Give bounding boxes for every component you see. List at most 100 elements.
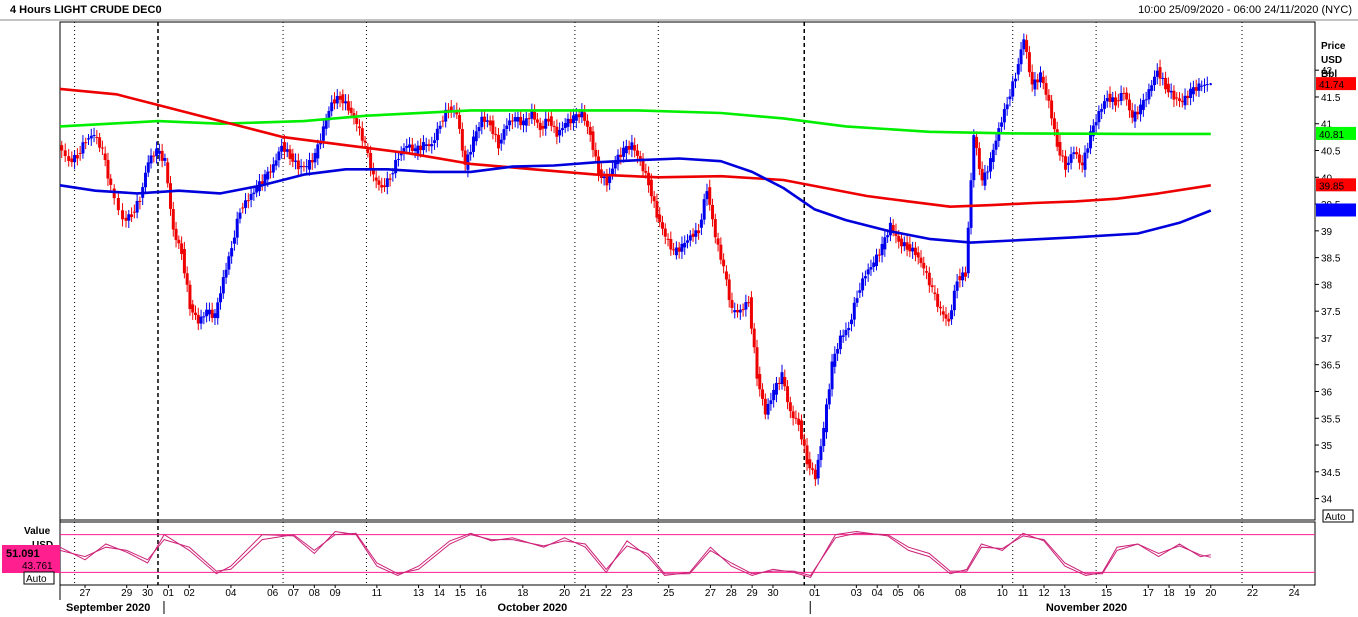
candle-body: [827, 389, 831, 405]
candle-body: [905, 242, 909, 250]
candle: [972, 129, 976, 188]
candle-body: [677, 247, 681, 252]
candle: [221, 270, 225, 299]
candle-body: [324, 120, 328, 129]
candle-body: [605, 176, 609, 186]
candle-body: [522, 120, 526, 126]
candle: [109, 174, 113, 191]
candle: [547, 112, 551, 126]
candle-body: [955, 281, 959, 291]
candle-body: [160, 150, 164, 161]
candle-body: [855, 298, 859, 303]
candle: [205, 302, 209, 323]
price-axis[interactable]: 3434.53535.53636.53737.53838.53939.54040…: [1315, 41, 1356, 523]
candle-body: [610, 168, 614, 176]
candle-body: [552, 125, 556, 127]
candle: [1058, 134, 1062, 161]
candle-body: [210, 309, 214, 318]
candle: [1022, 33, 1026, 56]
price-badge: [1316, 126, 1356, 140]
auto-scale-button: [1322, 509, 1354, 523]
candle: [106, 152, 110, 187]
candle-body: [808, 459, 812, 469]
candle: [861, 272, 865, 297]
candle-body: [282, 142, 286, 152]
candle: [649, 173, 653, 204]
candle-body: [349, 107, 353, 113]
price-badge: [1316, 203, 1356, 217]
candle-body: [207, 309, 211, 315]
candle: [516, 111, 520, 129]
candle: [171, 201, 175, 237]
time-axis[interactable]: 27 29 30 01 02 04 06 07 08 09 11 13 14 15 16 18 20 21 22 23…: [60, 584, 1315, 614]
candle: [316, 139, 320, 166]
candle: [70, 151, 74, 167]
candle-body: [219, 293, 223, 303]
candle: [552, 120, 556, 134]
candle: [202, 311, 206, 325]
candle: [966, 221, 970, 279]
candle-body: [530, 110, 534, 119]
candle: [408, 137, 412, 155]
candle-body: [1086, 148, 1090, 153]
candle-body: [961, 272, 965, 281]
candle: [1050, 95, 1054, 126]
candle-body: [199, 316, 203, 324]
candle: [605, 169, 609, 192]
candle-body: [335, 95, 339, 104]
candle: [986, 165, 990, 180]
candle: [647, 166, 651, 193]
candle: [816, 453, 820, 485]
candle: [891, 219, 895, 237]
month-label: September 2020: [66, 602, 150, 614]
candle: [558, 122, 562, 143]
candle-body: [922, 262, 926, 269]
candle-body: [299, 165, 303, 168]
candle: [260, 174, 264, 191]
candle: [927, 266, 931, 293]
candle-body: [1177, 98, 1181, 101]
candle: [92, 127, 96, 143]
candle-body: [1150, 85, 1154, 91]
candle-body: [1100, 108, 1104, 112]
candle-body: [730, 300, 734, 308]
candle: [969, 172, 973, 235]
candle: [474, 124, 478, 146]
candle-body: [513, 117, 517, 122]
candle: [933, 285, 937, 301]
candle-body: [627, 145, 631, 150]
candle: [477, 122, 481, 139]
candle-body: [255, 187, 259, 193]
candle-body: [371, 169, 375, 175]
candle-body: [577, 114, 581, 118]
candle: [310, 153, 314, 170]
candle-body: [908, 244, 912, 252]
candle: [597, 149, 601, 182]
candle: [1108, 86, 1112, 108]
candle: [124, 210, 128, 228]
candle-body: [130, 214, 134, 217]
candle: [1055, 121, 1059, 152]
price-badge: [1316, 178, 1356, 192]
candle-body: [977, 148, 981, 169]
candle: [1147, 83, 1151, 105]
candle: [1019, 41, 1023, 72]
candle: [908, 236, 912, 258]
candle-body: [355, 118, 359, 124]
candle-body: [555, 126, 559, 137]
candle-body: [963, 272, 967, 277]
candle: [533, 104, 537, 126]
candle: [410, 137, 414, 156]
candle-body: [969, 180, 973, 228]
candle-body: [638, 156, 642, 162]
candle-body: [794, 417, 798, 419]
candle-body: [588, 126, 592, 135]
candle: [163, 153, 167, 167]
candle-body: [738, 309, 742, 313]
candle-body: [1105, 98, 1109, 102]
auto-scale-label: Auto: [1325, 512, 1346, 523]
candle-body: [1102, 101, 1106, 109]
time-tick-label: 08: [955, 588, 967, 599]
candle: [191, 299, 195, 320]
